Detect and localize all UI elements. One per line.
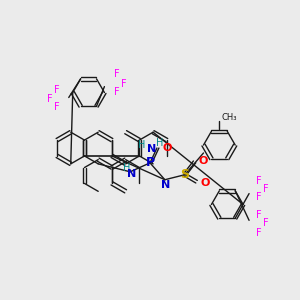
Text: O: O [162, 143, 172, 153]
Text: F: F [115, 69, 120, 79]
Text: CH₃: CH₃ [221, 113, 237, 122]
Text: F: F [47, 94, 53, 104]
Text: F: F [54, 102, 60, 112]
Text: H: H [138, 140, 146, 150]
Text: F: F [256, 210, 262, 220]
Text: F: F [263, 218, 269, 228]
Text: N: N [147, 144, 157, 154]
Text: F: F [256, 228, 262, 238]
Text: H: H [122, 163, 130, 173]
Text: F: F [115, 86, 120, 97]
Text: F: F [122, 79, 127, 88]
Text: O: O [201, 178, 210, 188]
Text: F: F [263, 184, 269, 194]
Text: F: F [256, 176, 262, 186]
Text: N: N [161, 180, 170, 190]
Text: F: F [54, 85, 60, 94]
Text: P: P [146, 156, 154, 170]
Text: O: O [199, 156, 208, 166]
Text: S: S [180, 168, 189, 181]
Text: F: F [256, 192, 262, 202]
Text: H: H [156, 138, 164, 148]
Text: N: N [127, 169, 136, 179]
